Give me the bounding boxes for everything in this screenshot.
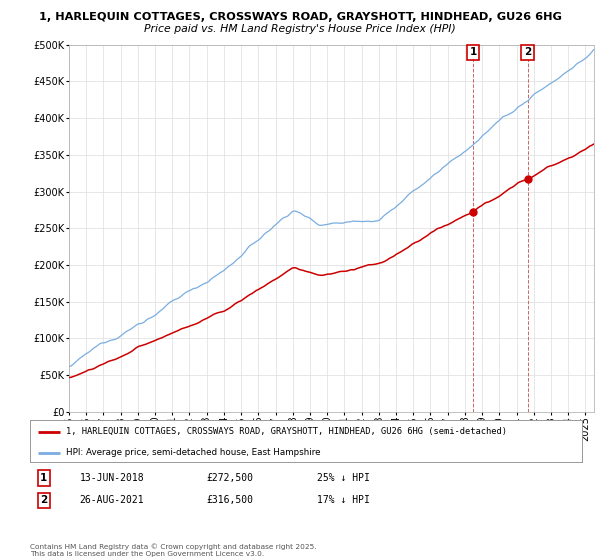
Text: £272,500: £272,500 (206, 473, 254, 483)
Text: Contains HM Land Registry data © Crown copyright and database right 2025.
This d: Contains HM Land Registry data © Crown c… (30, 544, 317, 557)
Text: 1: 1 (469, 47, 476, 57)
Text: £316,500: £316,500 (206, 496, 254, 505)
Text: HPI: Average price, semi-detached house, East Hampshire: HPI: Average price, semi-detached house,… (66, 448, 320, 458)
Text: Price paid vs. HM Land Registry's House Price Index (HPI): Price paid vs. HM Land Registry's House … (144, 24, 456, 34)
Text: 25% ↓ HPI: 25% ↓ HPI (317, 473, 370, 483)
Text: 1, HARLEQUIN COTTAGES, CROSSWAYS ROAD, GRAYSHOTT, HINDHEAD, GU26 6HG: 1, HARLEQUIN COTTAGES, CROSSWAYS ROAD, G… (38, 12, 562, 22)
Text: 1, HARLEQUIN COTTAGES, CROSSWAYS ROAD, GRAYSHOTT, HINDHEAD, GU26 6HG (semi-detac: 1, HARLEQUIN COTTAGES, CROSSWAYS ROAD, G… (66, 427, 507, 436)
Text: 2: 2 (524, 47, 532, 57)
Text: 26-AUG-2021: 26-AUG-2021 (80, 496, 145, 505)
Text: 1: 1 (40, 473, 47, 483)
Text: 2: 2 (40, 496, 47, 505)
Text: 13-JUN-2018: 13-JUN-2018 (80, 473, 145, 483)
Text: 17% ↓ HPI: 17% ↓ HPI (317, 496, 370, 505)
